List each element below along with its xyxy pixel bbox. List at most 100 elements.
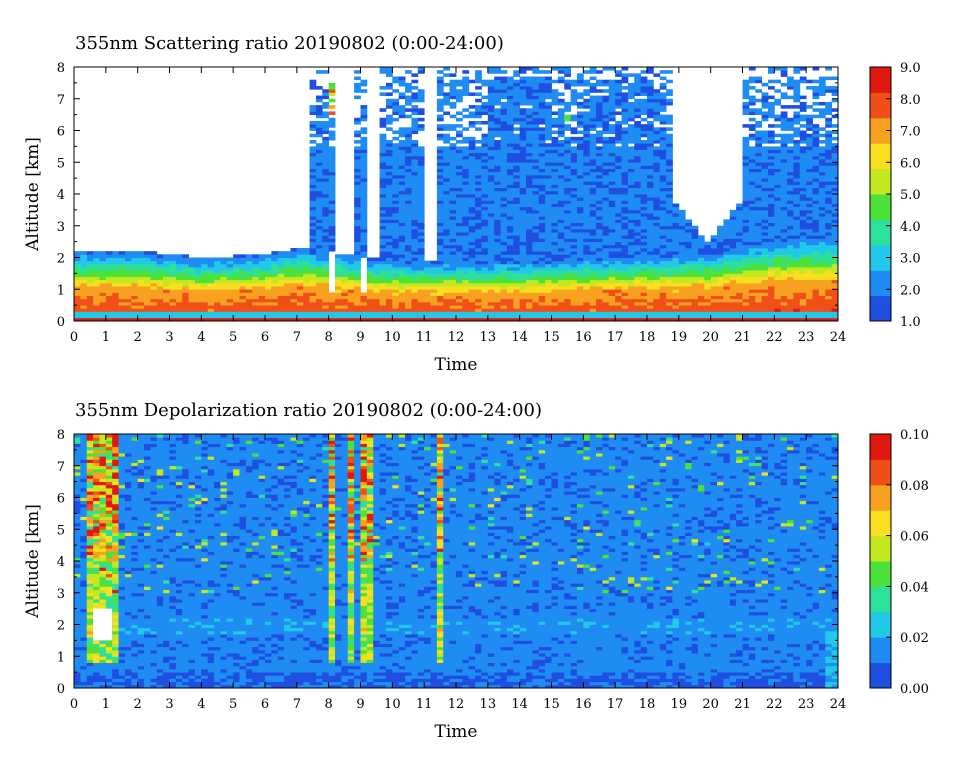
heatmap-cell xyxy=(742,111,750,116)
heatmap-cell xyxy=(697,314,705,319)
heatmap-cell xyxy=(290,289,298,293)
heatmap-cell xyxy=(685,225,692,230)
heatmap-cell xyxy=(647,251,654,255)
heatmap-cell xyxy=(672,311,680,316)
heatmap-cell xyxy=(519,108,527,112)
heatmap-cell xyxy=(443,67,451,71)
heatmap-cell xyxy=(748,108,756,112)
heatmap-cell xyxy=(93,257,100,262)
heatmap-cell xyxy=(519,235,527,239)
heatmap-cell xyxy=(309,206,317,211)
heatmap-cell xyxy=(736,311,743,316)
heatmap-cell xyxy=(513,301,521,306)
heatmap-cell xyxy=(570,209,578,214)
heatmap-cell xyxy=(315,308,323,312)
heatmap-cell xyxy=(570,206,578,211)
heatmap-cell xyxy=(634,222,642,227)
heatmap-cell xyxy=(621,213,629,217)
heatmap-cell xyxy=(405,200,412,204)
heatmap-cell xyxy=(596,279,603,284)
heatmap-cell xyxy=(513,95,521,100)
heatmap-cell xyxy=(405,213,412,217)
heatmap-cell xyxy=(557,308,565,312)
heatmap-cell xyxy=(214,314,221,319)
heatmap-cell xyxy=(456,314,463,319)
heatmap-cell xyxy=(322,197,330,201)
heatmap-cell xyxy=(742,254,750,258)
heatmap-cell xyxy=(666,301,673,306)
heatmap-cell xyxy=(666,279,673,284)
heatmap-cell xyxy=(175,308,183,312)
heatmap-cell xyxy=(583,282,591,287)
heatmap-cell xyxy=(105,298,113,303)
heatmap-cell xyxy=(430,317,438,322)
heatmap-cell xyxy=(519,159,527,163)
heatmap-cell xyxy=(233,292,240,296)
heatmap-cell xyxy=(608,149,616,154)
heatmap-cell xyxy=(596,298,603,303)
heatmap-cell xyxy=(456,235,463,239)
heatmap-cell xyxy=(678,273,686,277)
heatmap-cell xyxy=(596,105,603,109)
heatmap-cell xyxy=(112,260,119,265)
heatmap-cell xyxy=(640,270,648,274)
heatmap-cell xyxy=(411,111,419,116)
heatmap-cell xyxy=(748,241,756,246)
heatmap-cell xyxy=(436,260,444,265)
heatmap-cell xyxy=(462,263,470,268)
heatmap-cell xyxy=(647,168,654,173)
heatmap-cell xyxy=(379,174,387,179)
heatmap-cell xyxy=(487,311,495,316)
heatmap-cell xyxy=(373,308,380,312)
heatmap-cell xyxy=(398,251,406,255)
heatmap-cell xyxy=(449,143,457,147)
heatmap-cell xyxy=(526,222,533,227)
heatmap-cell xyxy=(691,317,699,322)
heatmap-cell xyxy=(602,95,610,100)
heatmap-cell xyxy=(564,79,571,84)
heatmap-cell xyxy=(449,82,457,87)
heatmap-cell xyxy=(583,168,591,173)
heatmap-cell xyxy=(742,165,750,169)
heatmap-cell xyxy=(748,152,756,157)
heatmap-cell xyxy=(335,305,342,309)
heatmap-cell xyxy=(634,111,642,116)
heatmap-cell xyxy=(551,225,559,230)
heatmap-cell xyxy=(538,82,546,87)
heatmap-cell xyxy=(392,98,400,103)
heatmap-cell xyxy=(462,168,470,173)
heatmap-cell xyxy=(519,162,527,166)
heatmap-cell xyxy=(475,92,482,96)
heatmap-cell xyxy=(513,105,521,109)
heatmap-cell xyxy=(647,152,654,157)
heatmap-cell xyxy=(494,238,501,243)
heatmap-cell xyxy=(456,178,463,182)
heatmap-cell xyxy=(392,213,400,217)
heatmap-cell xyxy=(245,308,253,312)
heatmap-cell xyxy=(608,311,616,316)
heatmap-cell xyxy=(118,282,126,287)
heatmap-cell xyxy=(564,203,571,208)
heatmap-cell xyxy=(137,314,145,319)
heatmap-cell xyxy=(627,174,635,179)
heatmap-cell xyxy=(315,273,323,277)
heatmap-cell xyxy=(487,143,495,147)
heatmap-cell xyxy=(475,178,482,182)
heatmap-cell xyxy=(634,168,642,173)
heatmap-cell xyxy=(519,228,527,233)
heatmap-cell xyxy=(354,117,361,122)
heatmap-cell xyxy=(443,133,451,138)
heatmap-cell xyxy=(354,190,361,195)
heatmap-cell xyxy=(589,171,597,176)
heatmap-cell xyxy=(583,254,591,258)
heatmap-cell xyxy=(551,286,559,290)
heatmap-cell xyxy=(685,257,692,262)
heatmap-cell xyxy=(602,273,610,277)
heatmap-cell xyxy=(685,270,692,274)
heatmap-cell xyxy=(551,146,559,150)
heatmap-cell xyxy=(615,282,622,287)
heatmap-cell xyxy=(328,92,336,96)
heatmap-cell xyxy=(538,228,546,233)
heatmap-cell xyxy=(627,149,635,154)
heatmap-cell xyxy=(284,267,291,271)
